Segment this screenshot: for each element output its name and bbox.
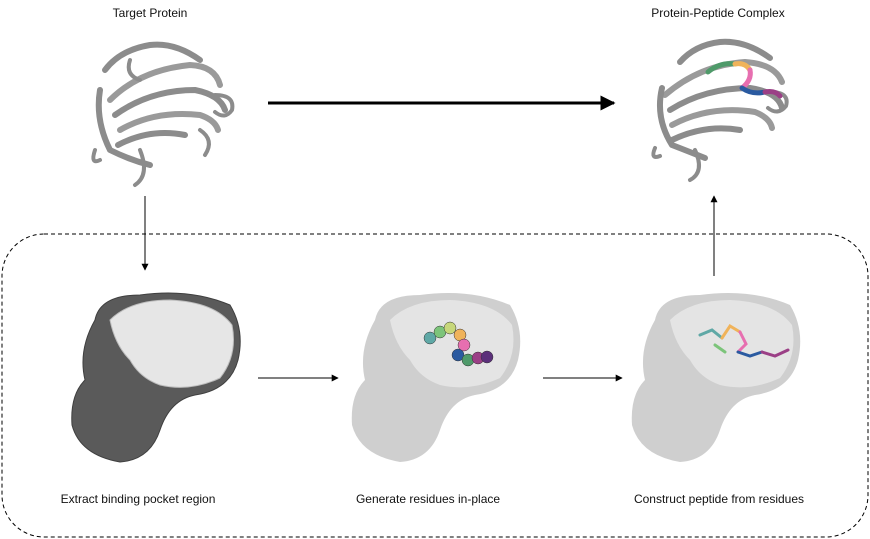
step1-label: Extract binding pocket region <box>60 492 216 506</box>
step2-label: Generate residues in-place <box>355 492 501 506</box>
residue-bead <box>480 350 494 364</box>
target-protein-label: Target Protein <box>112 6 188 20</box>
protein-peptide-complex-icon <box>651 38 789 182</box>
residue-bead <box>423 331 437 345</box>
residue-bead <box>443 321 457 335</box>
residue-bead <box>451 348 465 362</box>
protein-ribbon-icon <box>91 41 235 187</box>
complex-label: Protein-Peptide Complex <box>651 6 785 20</box>
generated-residues-icon <box>351 292 521 462</box>
binding-pocket-spacefill-icon <box>71 292 241 463</box>
step3-label: Construct peptide from residues <box>633 492 805 506</box>
constructed-peptide-icon <box>631 292 801 462</box>
residue-bead <box>457 338 471 352</box>
